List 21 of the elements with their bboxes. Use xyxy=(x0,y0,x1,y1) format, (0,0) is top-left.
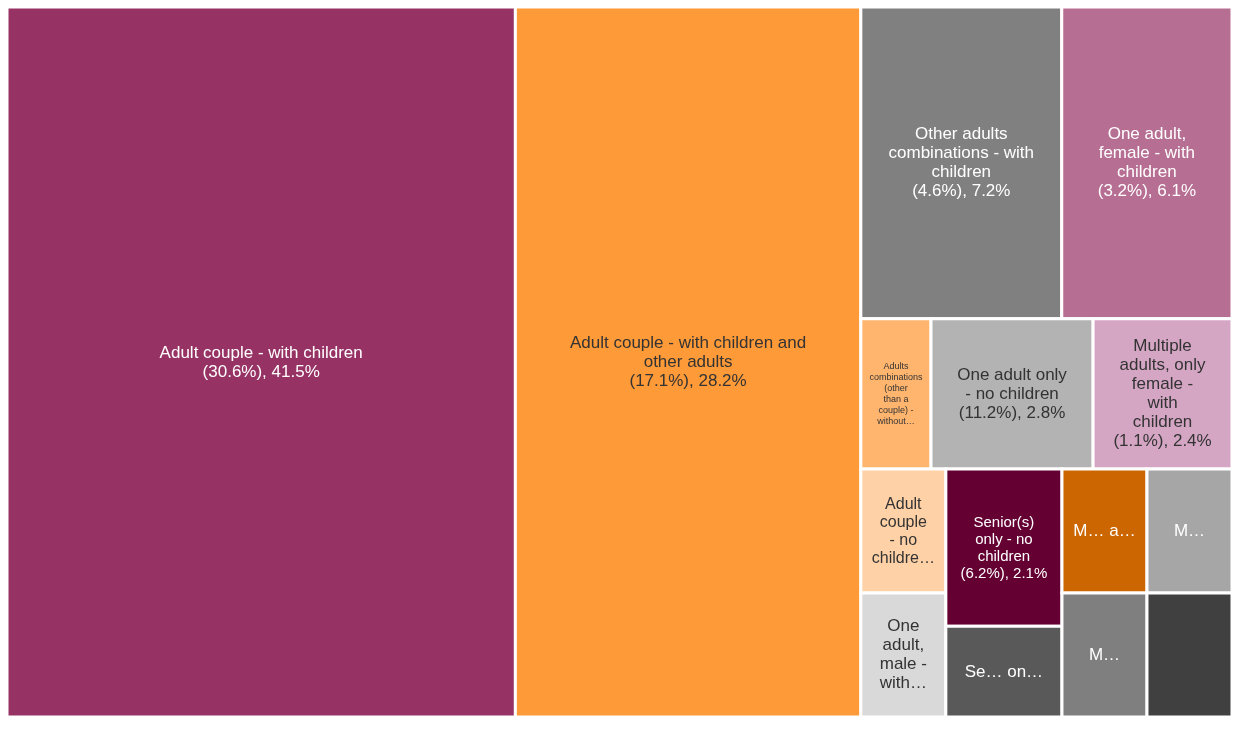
category-label: Multiple adults, only female - with children xyxy=(1119,336,1207,432)
category-label: M… xyxy=(1173,520,1206,540)
category-label: Adults combinations (other than a couple) - without… xyxy=(869,361,923,427)
category-label: M… xyxy=(1088,644,1121,664)
category-label: Adult couple - no childre… xyxy=(871,494,935,566)
category-label: Senior(s) only - no children xyxy=(973,513,1035,565)
category-label: Adult couple - with children xyxy=(159,342,363,362)
data-label: (17.1%), 28.2% xyxy=(629,371,747,390)
category-label: One adult, male - with… xyxy=(878,616,927,693)
data-label: (4.6%), 7.2% xyxy=(912,181,1011,201)
data-label: (30.6%), 41.5% xyxy=(202,361,320,381)
category-label: M… a… xyxy=(1073,520,1136,540)
data-label: (1.1%), 2.4% xyxy=(1113,431,1212,451)
category-label: One adult, female - with children xyxy=(1098,124,1196,182)
data-label: (11.2%), 2.8% xyxy=(958,402,1066,422)
category-label: Se… on… xyxy=(964,661,1044,681)
data-label: (6.2%), 2.1% xyxy=(960,564,1048,582)
category-label: Adult couple - with children and other adults xyxy=(569,333,807,371)
category-label: Other adults combinations - with children xyxy=(888,124,1035,182)
category-label: One adult only - no children xyxy=(957,364,1068,403)
data-label: (3.2%), 6.1% xyxy=(1097,181,1197,201)
